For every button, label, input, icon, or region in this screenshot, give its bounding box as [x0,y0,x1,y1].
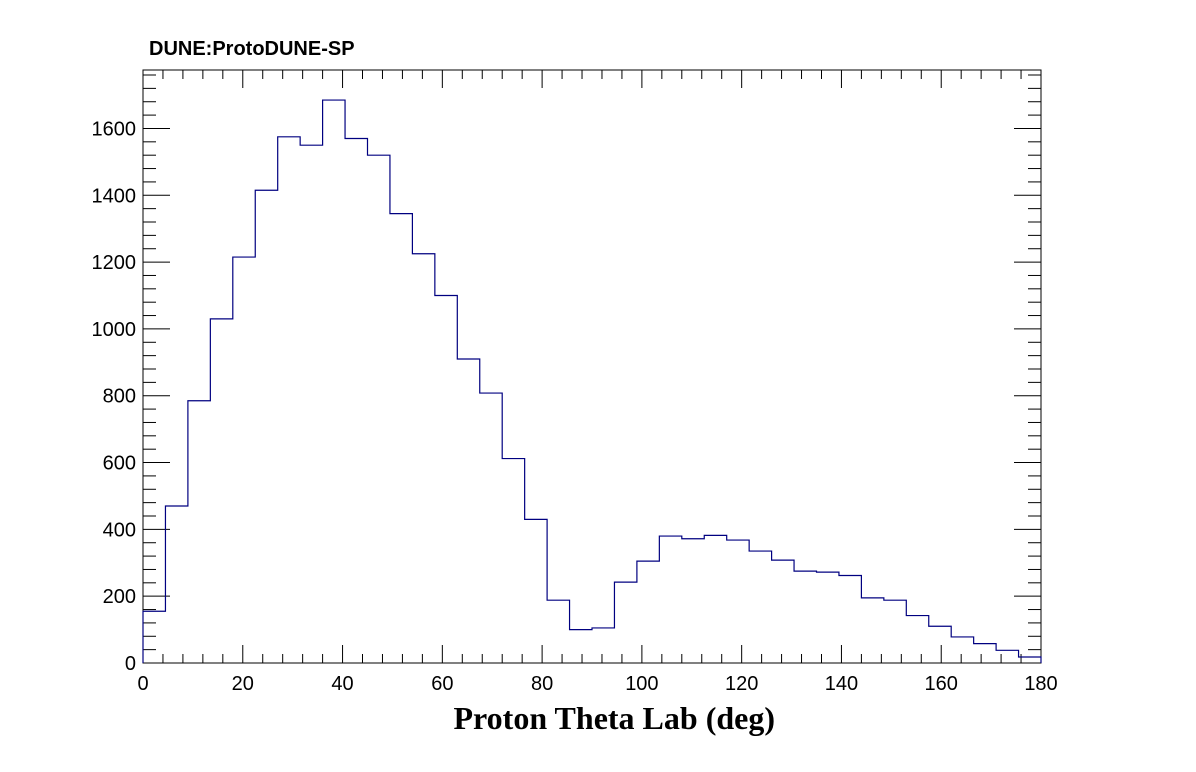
histogram-bin [570,630,592,663]
x-tick-label: 180 [1024,673,1057,695]
histogram-bin [951,637,973,663]
histogram-bin [345,138,367,663]
histogram-bin [323,100,345,663]
x-tick-label: 80 [531,673,553,695]
y-tick-label: 1200 [92,252,137,274]
x-tick-label: 120 [725,673,758,695]
histogram-bin [278,137,300,663]
histogram-bin [300,145,322,663]
x-axis-label: Proton Theta Lab (deg) [454,700,776,736]
histogram-bin [457,359,479,663]
histogram-bin [502,459,524,663]
histogram-bin [435,296,457,663]
histogram-bin [525,519,547,663]
axes: 0 20 40 60 80 100 120 140 160 180 0 200 400 600 800 100… [92,69,1058,695]
histogram-bin [547,600,569,663]
x-tick-label: 60 [431,673,453,695]
histogram-bin [794,571,816,663]
histogram-bin [233,257,255,663]
histogram-bin [861,598,883,663]
histogram-bin [659,536,681,663]
histogram-bin [817,572,839,663]
histogram-bin [996,650,1018,663]
histogram-bin [143,611,165,663]
histogram-bin [637,561,659,663]
x-tick-label: 160 [925,673,958,695]
y-tick-label: 800 [103,386,136,408]
x-tick-label: 40 [331,673,353,695]
histogram-bin [772,560,794,663]
histogram-bin [188,401,210,663]
y-tick-label: 400 [103,519,136,541]
y-tick-label: 1400 [92,185,137,207]
histogram-series-line [142,99,1042,663]
histogram-bin [839,575,861,663]
histogram-bin [592,628,614,663]
histogram-bin [390,214,412,663]
x-tick-label: 100 [625,673,658,695]
y-tick-label: 600 [103,453,136,475]
histogram-bin [906,616,928,663]
histogram-bin [255,190,277,663]
histogram-bin [614,582,636,663]
histogram-bin [1019,657,1041,663]
histogram-bin [682,539,704,663]
histogram-bin [368,155,390,663]
x-tick-label: 140 [825,673,858,695]
histogram-bin [210,319,232,663]
histogram-bin [974,644,996,663]
histogram-bin [412,254,434,663]
histogram-bin [727,540,749,663]
y-tick-label: 0 [125,653,136,675]
y-tick-label: 1600 [92,118,137,140]
histogram-bin [929,626,951,663]
y-tick-label: 200 [103,586,136,608]
x-tick-label: 20 [232,673,254,695]
x-tick-label: 0 [137,673,148,695]
chart-title: DUNE:ProtoDUNE-SP [149,38,355,60]
plot-frame [142,69,1042,664]
histogram-bin [480,393,502,663]
y-tick-label: 1000 [92,319,137,341]
histogram-bin [704,535,726,663]
histogram-bin [884,600,906,663]
histogram-bin [749,551,771,663]
